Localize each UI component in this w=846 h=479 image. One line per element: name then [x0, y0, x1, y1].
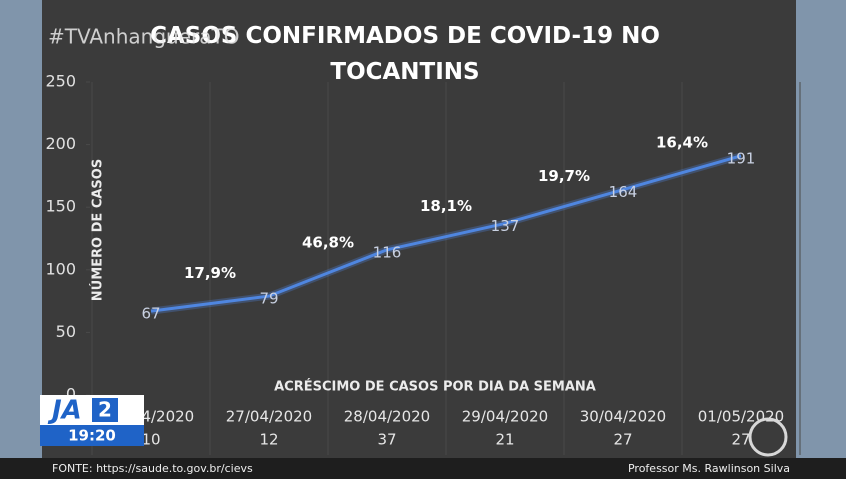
- value-label: 67: [141, 305, 160, 323]
- growth-label: 18,1%: [420, 197, 472, 215]
- time: 19:20: [68, 427, 116, 445]
- increment-label: 10: [141, 431, 160, 449]
- increment-label: 12: [259, 431, 278, 449]
- growth-label: 17,9%: [184, 264, 236, 282]
- logo-text: JA: [47, 396, 82, 426]
- value-label: 116: [373, 243, 402, 261]
- logo-number-box: [92, 398, 118, 422]
- footer-bar: [0, 458, 846, 479]
- growth-label: 46,8%: [302, 233, 354, 251]
- y-tick-label: 150: [45, 197, 76, 216]
- increment-label: 37: [377, 431, 396, 449]
- y-tick-label: 50: [56, 322, 76, 341]
- x-tick-label: 29/04/2020: [462, 408, 548, 426]
- increment-label: 27: [613, 431, 632, 449]
- logo-number: 2: [98, 398, 112, 422]
- growth-label: 16,4%: [656, 133, 708, 151]
- y-tick-label: 100: [45, 259, 76, 278]
- value-label: 137: [491, 217, 520, 235]
- source: FONTE: https://saude.to.gov.br/cievs: [52, 462, 253, 475]
- x-tick-label: 28/04/2020: [344, 408, 430, 426]
- y-tick-label: 200: [45, 134, 76, 153]
- y-tick-label: 250: [45, 72, 76, 91]
- value-label: 79: [259, 290, 278, 308]
- y-axis-label: NÚMERO DE CASOS: [90, 159, 106, 301]
- x-tick-label: 27/04/2020: [226, 408, 312, 426]
- x-tick-label: 01/05/2020: [698, 408, 784, 426]
- channel-logo: [748, 417, 788, 457]
- chart-title: CASOS CONFIRMADOS DE COVID-19 NO TOCANTIN…: [150, 23, 660, 85]
- panel: [42, 0, 796, 479]
- separators: [91, 82, 801, 455]
- y-tick-label: 0: [66, 385, 76, 404]
- growth-label: 19,7%: [538, 167, 590, 185]
- time-box: [40, 425, 144, 446]
- x-axis-label: ACRÉSCIMO DE CASOS POR DIA DA SEMANA: [274, 379, 596, 395]
- value-label: 191: [727, 149, 756, 167]
- author: Professor Ms. Rawlinson Silva: [628, 462, 790, 475]
- increment-label: 21: [495, 431, 514, 449]
- increment-label: 27: [731, 431, 750, 449]
- value-label: 164: [609, 183, 638, 201]
- line: [150, 154, 742, 313]
- x-tick-label: 30/04/2020: [580, 408, 666, 426]
- hashtag: #TVAnhangueraTO: [48, 25, 239, 49]
